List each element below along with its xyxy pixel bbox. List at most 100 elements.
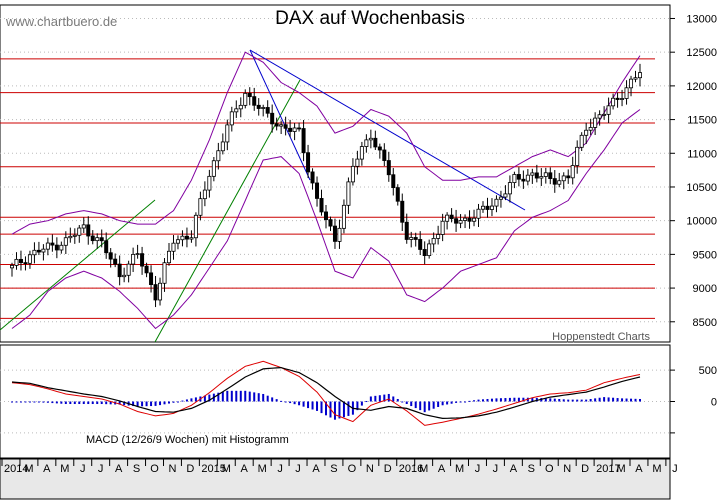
candle-body [288,127,293,132]
histogram-bar [432,401,435,409]
candle-body [382,149,387,161]
candle-body [149,272,154,286]
candle-body [225,124,230,143]
histogram-bar [51,401,54,404]
candle-body [561,175,566,182]
histogram-bar [562,399,565,402]
candle-body [328,219,333,227]
histogram-bar [150,401,153,407]
candle-body [418,239,423,250]
candle-body [234,108,239,113]
histogram-bar [325,401,327,416]
histogram-bar [455,401,458,403]
histogram-bar [194,397,197,402]
candle-body [507,182,512,195]
histogram-bar [607,397,610,402]
histogram-bar [639,398,641,402]
candle-body [36,249,41,253]
month-label: M [419,463,428,475]
histogram-bar [132,401,135,407]
histogram-bar [82,401,85,405]
month-label: 2014 [4,463,28,475]
histogram-bar [73,401,76,405]
candle-body [485,205,490,210]
candle-body [252,96,257,106]
histogram-bar [168,401,170,404]
candle-body [158,282,163,301]
macd-line [11,366,641,420]
candle-body [391,174,396,189]
histogram-bar [159,401,162,406]
candle-body [427,243,432,257]
candle-body [332,225,337,242]
histogram-bar [392,396,395,402]
month-label: J [475,463,481,475]
histogram-bar [522,397,525,402]
candle-body [23,262,28,265]
candle-body [516,174,521,180]
price-tick-label: 9500 [693,249,717,261]
price-panel [0,4,671,343]
histogram-bar [96,401,99,405]
histogram-bar [459,401,462,403]
histogram-bar [347,401,350,416]
month-label: N [563,463,571,475]
histogram-bar [176,401,179,403]
histogram-bar [78,401,81,405]
histogram-bar [203,395,206,402]
candle-body [95,237,100,242]
month-label: A [510,463,518,475]
candle-body [184,235,189,240]
candle-body [575,146,580,166]
candle-body [135,253,140,256]
candle-body [117,263,122,278]
histogram-bar [374,395,377,402]
histogram-bar [19,401,22,403]
histogram-bar [266,395,269,402]
candle-body [494,198,499,207]
histogram-bar [625,398,628,402]
candle-body [256,104,261,109]
macd-signal-line [11,360,641,426]
candle-body [593,117,598,128]
price-tick-label: 12000 [686,81,717,93]
candle-body [50,242,55,246]
candle-body [364,139,369,147]
candle-body [292,127,297,132]
histogram-bar [428,401,431,411]
candle-body [602,113,607,116]
candle-body [449,214,454,220]
trendline-blue-1 [249,49,526,211]
candle-body [620,98,625,100]
candle-body [265,107,270,114]
month-label: A [438,463,446,475]
histogram-bar [544,398,547,402]
month-label: S [528,463,535,475]
candle-body [63,237,68,246]
price-tick-label: 12500 [686,47,717,59]
price-tick-label: 8500 [693,317,717,329]
candle-body [104,240,109,254]
histogram-bar [208,394,211,402]
trendline-blue-2 [249,49,311,181]
histogram-bar [230,390,233,402]
candle-body [310,171,315,184]
candle-body [534,172,539,179]
candle-body [153,284,158,301]
candle-body [198,198,203,216]
month-label: J [98,463,104,475]
candle-body [454,218,459,224]
candle-body [467,217,472,222]
month-label: M [455,463,464,475]
candle-body [633,77,638,80]
candle-body [472,217,477,222]
histogram-bar [585,399,588,402]
histogram-bar [387,393,390,402]
histogram-bar [109,401,112,405]
histogram-bar [477,399,480,402]
month-label: D [384,463,392,475]
month-label: 2016 [399,463,423,475]
candle-body [189,237,194,240]
histogram-bar [248,391,251,402]
